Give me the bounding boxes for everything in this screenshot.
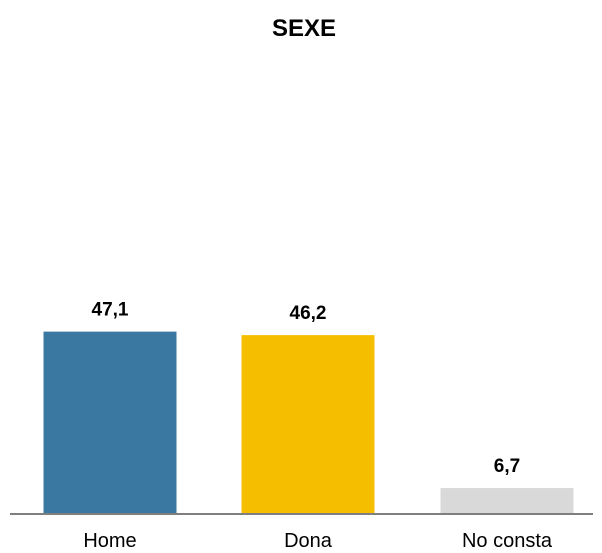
chart-title: SEXE — [272, 15, 336, 42]
data-label-home: 47,1 — [92, 300, 129, 321]
data-labels-layer: 47,1 46,2 6,7 — [92, 300, 521, 477]
x-tick-label-no-consta: No consta — [462, 530, 553, 552]
data-label-no-consta: 6,7 — [494, 456, 520, 477]
bar-home — [43, 331, 177, 514]
bar-dona — [241, 335, 375, 514]
data-label-dona: 46,2 — [290, 303, 327, 324]
bar-no-consta — [440, 488, 574, 514]
x-tick-label-dona: Dona — [284, 530, 333, 552]
x-tick-labels-layer: Home Dona No consta — [83, 530, 553, 552]
x-tick-label-home: Home — [83, 530, 136, 552]
bars-layer — [43, 331, 574, 514]
